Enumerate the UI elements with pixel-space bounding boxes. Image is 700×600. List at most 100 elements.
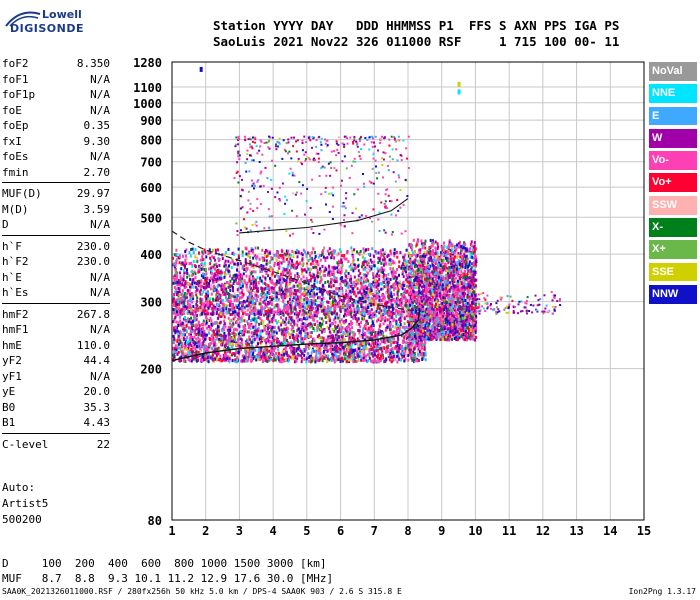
echo-point [422, 352, 425, 356]
echo-point [302, 312, 305, 316]
echo-point [359, 272, 362, 275]
echo-point [190, 344, 193, 348]
echo-point [308, 315, 311, 319]
echo-point [315, 353, 318, 356]
echo-point [316, 260, 319, 263]
echo-point [280, 341, 283, 345]
echo-point [292, 352, 294, 356]
echo-point [173, 285, 176, 289]
echo-point [356, 344, 359, 348]
echo-point [205, 352, 208, 356]
echo-point [311, 256, 313, 260]
echo-point [370, 296, 373, 300]
echo-point [329, 319, 332, 323]
echo-point [334, 326, 337, 330]
echo-point [296, 277, 299, 281]
echo-point [315, 303, 318, 307]
echo-point [173, 274, 176, 278]
echo-point [286, 257, 288, 261]
echo-point [318, 336, 321, 340]
echo-point [173, 302, 175, 306]
echo-point [309, 279, 312, 282]
echo-point [227, 292, 230, 296]
echo-point [326, 344, 329, 348]
echo-point [172, 263, 175, 267]
echo-point [329, 324, 332, 328]
echo-point [174, 315, 177, 319]
echo-point [406, 308, 409, 312]
echo-point [229, 296, 232, 300]
echo-point [352, 348, 355, 352]
echo-point [280, 253, 283, 257]
echo-point [403, 317, 406, 321]
echo-point [312, 337, 315, 341]
echo-point [338, 287, 341, 291]
echo-point [253, 331, 256, 335]
echo-point [324, 346, 327, 350]
echo-point [224, 253, 227, 257]
echo-point [290, 350, 293, 354]
echo-point [395, 314, 398, 318]
echo-point [331, 339, 334, 343]
echo-point [297, 343, 300, 347]
echo-point [172, 297, 175, 301]
echo-point [345, 360, 348, 364]
echo-point [364, 358, 366, 362]
echo-point [200, 306, 203, 310]
echo-point [287, 249, 290, 253]
param-value: N/A [90, 218, 110, 231]
echo-point [385, 305, 388, 309]
echo-point [303, 287, 306, 291]
echo-point [206, 309, 209, 313]
echo-point [191, 294, 193, 298]
echo-point [205, 347, 207, 351]
echo-point [222, 347, 225, 351]
echo-point [336, 333, 339, 337]
echo-point [199, 331, 202, 335]
param-separator [2, 234, 110, 236]
echo-point [359, 354, 362, 358]
echo-point [247, 322, 250, 326]
echo-point [252, 356, 255, 360]
echo-point [266, 287, 269, 291]
param-row-fxi: fxI 9.30 [2, 134, 110, 150]
echo-point [350, 320, 352, 324]
echo-point [194, 306, 197, 310]
echo-point [245, 349, 247, 353]
echo-point [298, 275, 300, 278]
echo-point [261, 305, 264, 309]
echo-point [189, 350, 192, 354]
echo-point [411, 354, 414, 358]
echo-point [188, 326, 190, 330]
echo-point [356, 250, 358, 254]
echo-point [383, 273, 385, 277]
echo-point [337, 301, 340, 305]
echo-point [183, 286, 186, 289]
echo-point [292, 278, 295, 282]
echo-point [173, 278, 176, 282]
echo-point [204, 344, 207, 348]
echo-point [174, 344, 177, 348]
param-name: yE [2, 385, 16, 398]
echo-point [423, 345, 426, 349]
echo-point [405, 346, 408, 350]
echo-point [293, 250, 296, 254]
echo-point [215, 298, 217, 302]
echo-point [403, 322, 406, 326]
echo-point [277, 275, 280, 279]
echo-point [252, 282, 255, 286]
echo-point [404, 262, 407, 266]
echo-point [180, 296, 183, 300]
echo-point [385, 273, 388, 277]
echo-point [319, 327, 322, 331]
param-row-md: M(D) 3.59 [2, 202, 110, 218]
echo-point [256, 287, 259, 291]
echo-point [213, 267, 216, 271]
echo-point [380, 250, 382, 254]
echo-point [186, 308, 189, 312]
param-name: fxI [2, 134, 22, 148]
echo-point [291, 299, 294, 303]
echo-point [259, 332, 262, 336]
echo-point [277, 320, 280, 323]
echo-point [299, 288, 302, 292]
